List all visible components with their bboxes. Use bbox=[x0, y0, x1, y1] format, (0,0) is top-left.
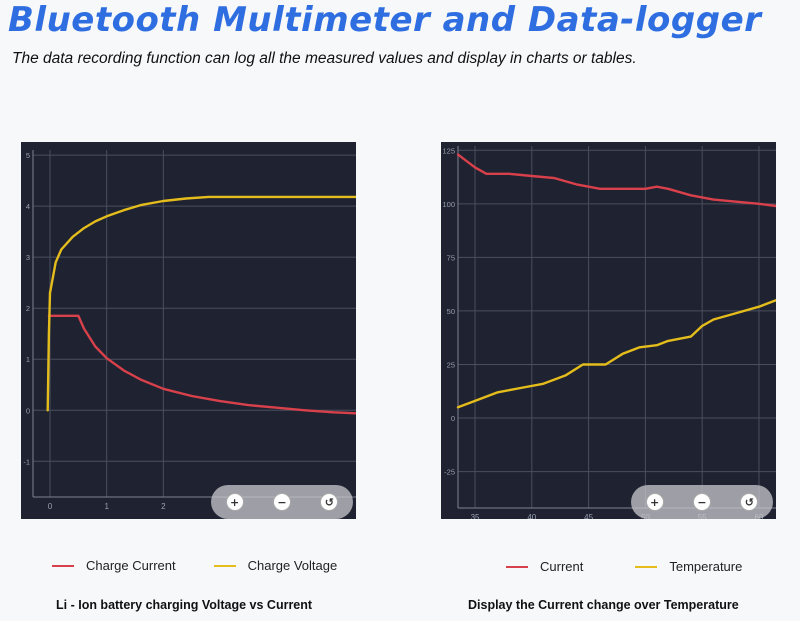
chart-temperature[interactable]: 3540455055601251007550250-25 bbox=[441, 142, 776, 519]
y-tick-label: 50 bbox=[447, 307, 455, 316]
legend-swatch bbox=[213, 564, 236, 567]
x-tick-label: 40 bbox=[527, 513, 536, 519]
legend-item-charge-current[interactable]: Charge Current bbox=[52, 558, 176, 573]
legend-charging: Charge Current Charge Voltage bbox=[52, 558, 337, 573]
legend-temperature: Current Temperature bbox=[506, 559, 742, 574]
chart-caption-temperature: Display the Current change over Temperat… bbox=[468, 598, 739, 612]
zoom-toolbar: + − ↺ bbox=[211, 485, 353, 519]
y-tick-label: 0 bbox=[26, 406, 30, 415]
zoom-reset-icon[interactable]: ↺ bbox=[741, 494, 758, 510]
zoom-reset-icon[interactable]: ↺ bbox=[321, 494, 338, 510]
chart-charging[interactable]: 0 1 2 5 4 3 2 1 0 -1 bbox=[21, 142, 356, 519]
y-tick-label: 25 bbox=[447, 360, 455, 369]
x-tick-label: 45 bbox=[584, 513, 593, 519]
chart-caption-charging: Li - Ion battery charging Voltage vs Cur… bbox=[56, 598, 313, 612]
y-tick-label: 3 bbox=[26, 253, 30, 262]
y-tick-label: -25 bbox=[444, 468, 455, 477]
zoom-in-icon[interactable]: + bbox=[226, 494, 243, 510]
zoom-out-icon[interactable]: − bbox=[693, 494, 710, 510]
y-tick-label: 100 bbox=[442, 200, 455, 209]
x-tick-label: 35 bbox=[471, 513, 480, 519]
x-tick-label: 1 bbox=[104, 502, 109, 511]
legend-label: Charge Current bbox=[86, 558, 176, 573]
series-line-charge-voltage bbox=[46, 195, 356, 412]
y-tick-label: 1 bbox=[26, 355, 30, 364]
y-tick-label: 4 bbox=[26, 202, 30, 211]
y-tick-label: 5 bbox=[26, 151, 30, 160]
zoom-toolbar: + − ↺ bbox=[631, 485, 773, 519]
y-tick-label: 2 bbox=[26, 304, 30, 313]
legend-swatch bbox=[506, 565, 528, 568]
legend-swatch bbox=[635, 565, 658, 568]
x-tick-label: 2 bbox=[161, 502, 166, 511]
series-line-temperature bbox=[456, 299, 776, 409]
y-tick-label: -1 bbox=[23, 457, 30, 466]
legend-label: Current bbox=[540, 559, 584, 574]
chart-panel-temperature[interactable]: 3540455055601251007550250-25 + − ↺ bbox=[441, 142, 776, 519]
page-title: Bluetooth Multimeter and Data-logger bbox=[8, 0, 762, 40]
legend-item-temperature[interactable]: Temperature bbox=[635, 559, 742, 574]
y-tick-label: 0 bbox=[451, 414, 455, 423]
y-tick-label: 75 bbox=[447, 253, 455, 262]
zoom-out-icon[interactable]: − bbox=[273, 494, 290, 510]
legend-item-current[interactable]: Current bbox=[506, 559, 583, 574]
page-subtitle: The data recording function can log all … bbox=[12, 50, 637, 67]
legend-label: Temperature bbox=[669, 559, 743, 574]
zoom-in-icon[interactable]: + bbox=[646, 494, 663, 510]
legend-item-charge-voltage[interactable]: Charge Voltage bbox=[213, 558, 338, 573]
legend-swatch bbox=[52, 564, 74, 567]
series-line-charge-current bbox=[47, 314, 356, 415]
chart-panel-charging[interactable]: 0 1 2 5 4 3 2 1 0 -1 + − ↺ bbox=[21, 142, 356, 519]
legend-label: Charge Voltage bbox=[247, 558, 338, 573]
y-tick-label: 125 bbox=[442, 146, 455, 155]
series-line-current bbox=[456, 153, 776, 208]
x-tick-label: 0 bbox=[48, 502, 53, 511]
